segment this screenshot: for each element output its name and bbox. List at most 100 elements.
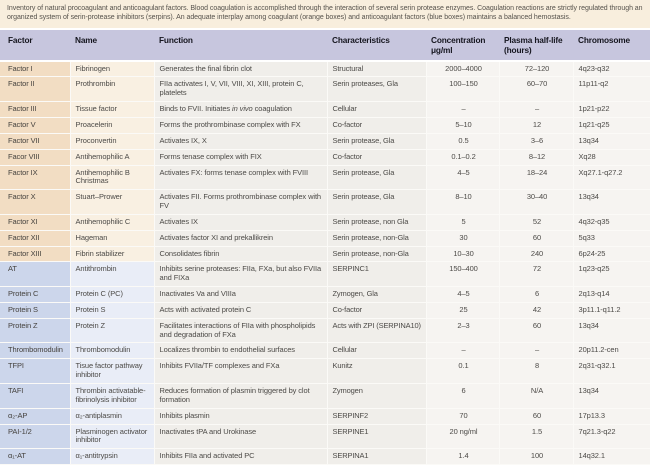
characteristics-cell: Structural: [327, 60, 427, 78]
name-cell: Tisue factor pathway inhibitor: [70, 358, 155, 384]
concentration-cell: 8–10: [426, 189, 500, 215]
table-row: Facor VIII Antihemophilic A Forms tenase…: [0, 149, 650, 166]
half-life-cell: 60: [499, 230, 574, 247]
chromosome-cell: 3p11.1-q11.2: [573, 302, 650, 319]
concentration-cell: 0.1: [426, 358, 500, 384]
factor-cell: Factor I: [0, 60, 71, 78]
concentration-cell: 100–150: [426, 76, 500, 103]
col-header-label: Name: [75, 34, 97, 45]
factor-cell: Factor IX: [0, 165, 71, 191]
concentration-cell: 0.5: [426, 133, 500, 150]
concentration-cell: 150–400: [426, 261, 500, 288]
table-row: α₁-AT α₁-antitrypsin Inhibits FIIa and a…: [0, 448, 650, 466]
characteristics-cell: Serin protease, non-Gla: [327, 246, 427, 263]
name-cell: Antihemophilic A: [70, 149, 155, 166]
table-row: Factor V Proacelerin Forms the prothromb…: [0, 117, 650, 134]
chromosome-cell: 4q32-q35: [573, 214, 650, 231]
half-life-cell: 12: [499, 117, 574, 134]
concentration-cell: 5–10: [426, 117, 500, 134]
name-cell: Thrombomodulin: [70, 342, 155, 360]
table-row: Factor XII Hageman Activates factor XI a…: [0, 230, 650, 247]
name-cell: Fibrinogen: [70, 60, 155, 78]
characteristics-cell: SERPINC1: [327, 261, 427, 288]
half-life-cell: 8–12: [499, 149, 574, 166]
table-row: PAI-1/2 Plasminogen activator inhibitor …: [0, 424, 650, 450]
characteristics-cell: Serin protease, Gla: [327, 189, 427, 215]
table-row: Factor IX Antihemophilic B Christmas Act…: [0, 165, 650, 191]
chromosome-cell: 17p13.3: [573, 408, 650, 425]
col-header-label: Function: [159, 34, 193, 45]
table-row: Factor III Tissue factor Binds to FVII. …: [0, 101, 650, 118]
function-cell: Acts with activated protein C: [154, 302, 328, 319]
col-header-factor: Factor: [0, 29, 70, 62]
col-header-label: Chromosome: [578, 34, 630, 45]
concentration-cell: 2000–4000: [426, 60, 500, 78]
half-life-cell: 60–70: [499, 76, 574, 103]
concentration-cell: 5: [426, 214, 500, 231]
chromosome-cell: Xq28: [573, 149, 650, 166]
name-cell: Protein Z: [70, 318, 155, 344]
factor-cell: Factor II: [0, 76, 71, 103]
table-row: Factor VII Proconvertin Activates IX, X …: [0, 133, 650, 150]
characteristics-cell: Cellular: [327, 342, 427, 360]
col-header-half-life: Plasma half-life (hours): [499, 29, 573, 62]
concentration-cell: 4–5: [426, 286, 500, 303]
chromosome-cell: 7q21.3-q22: [573, 424, 650, 450]
factor-cell: Factor XIII: [0, 246, 71, 263]
chromosome-cell: 1q21-q25: [573, 117, 650, 134]
function-cell: Activates IX: [154, 214, 328, 231]
half-life-cell: 8: [499, 358, 574, 384]
table-header: Factor Name Function Characteristics Con…: [0, 29, 650, 62]
factor-cell: Factor XI: [0, 214, 71, 231]
factor-cell: PAI-1/2: [0, 424, 71, 450]
table-row: Protein C Protein C (PC) Inactivates Va …: [0, 286, 650, 303]
half-life-cell: 100: [499, 448, 574, 466]
function-cell: Activates factor XI and prekallikrein: [154, 230, 328, 247]
chromosome-cell: 5q33: [573, 230, 650, 247]
table-row: Thrombomodulin Thrombomodulin Localizes …: [0, 342, 650, 360]
intro-text: Inventory of natural procoagulant and an…: [0, 0, 650, 28]
chromosome-cell: 13q34: [573, 189, 650, 215]
characteristics-cell: Serin proteases, Gla: [327, 76, 427, 103]
factor-cell: Facor VIII: [0, 149, 71, 166]
concentration-cell: 25: [426, 302, 500, 319]
factor-cell: Factor VII: [0, 133, 71, 150]
concentration-cell: 4–5: [426, 165, 500, 191]
function-cell: Localizes thrombin to endothelial surfac…: [154, 342, 328, 360]
concentration-cell: 20 ng/ml: [426, 424, 500, 450]
characteristics-cell: SERPINA1: [327, 448, 427, 466]
half-life-cell: –: [499, 342, 574, 360]
table-row: Factor X Stuart–Prower Activates FII. Fo…: [0, 189, 650, 215]
col-header-chromosome: Chromosome: [573, 29, 650, 62]
factor-cell: α₂-AP: [0, 408, 71, 425]
half-life-cell: 52: [499, 214, 574, 231]
factor-cell: AT: [0, 261, 71, 288]
function-cell: Generates the final fibrin clot: [154, 60, 328, 78]
concentration-cell: –: [426, 342, 500, 360]
function-cell: Binds to FVII. Initiates in vivo coagula…: [154, 101, 328, 118]
factor-cell: Protein S: [0, 302, 71, 319]
half-life-cell: 18–24: [499, 165, 574, 191]
half-life-cell: 240: [499, 246, 574, 263]
name-cell: Proconvertin: [70, 133, 155, 150]
name-cell: Fibrin stabilizer: [70, 246, 155, 263]
factor-cell: Factor III: [0, 101, 71, 118]
characteristics-cell: Co-factor: [327, 302, 427, 319]
characteristics-cell: Serin protease, non Gla: [327, 214, 427, 231]
chromosome-cell: 20p11.2-cen: [573, 342, 650, 360]
factor-cell: TAFI: [0, 383, 71, 409]
function-cell: FIIa activates I, V, VII, VIII, XI, XIII…: [154, 76, 328, 103]
factor-cell: Protein C: [0, 286, 71, 303]
name-cell: Proacelerin: [70, 117, 155, 134]
col-header-label: Factor: [8, 34, 33, 45]
chromosome-cell: 1p21-p22: [573, 101, 650, 118]
concentration-cell: 70: [426, 408, 500, 425]
characteristics-cell: Cellular: [327, 101, 427, 118]
characteristics-cell: Zymogen, Gla: [327, 286, 427, 303]
function-cell: Inhibits plasmin: [154, 408, 328, 425]
characteristics-cell: SERPINF2: [327, 408, 427, 425]
name-cell: Tissue factor: [70, 101, 155, 118]
name-cell: Plasminogen activator inhibitor: [70, 424, 155, 450]
half-life-cell: 6: [499, 286, 574, 303]
chromosome-cell: 6p24-25: [573, 246, 650, 263]
